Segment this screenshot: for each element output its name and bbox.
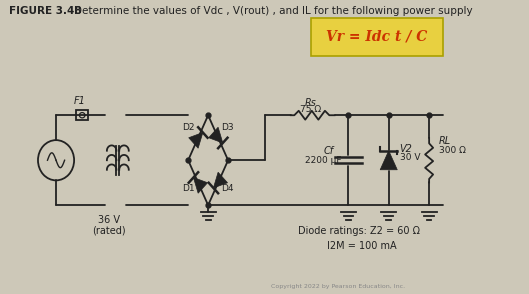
Text: 36 V: 36 V: [98, 215, 120, 225]
Text: F1: F1: [74, 96, 86, 106]
Text: 2200 μF: 2200 μF: [305, 156, 342, 166]
Text: Rs: Rs: [304, 98, 316, 108]
Polygon shape: [189, 133, 203, 148]
Text: Determine the values of Vdc , V(rout) , and IL for the following power supply: Determine the values of Vdc , V(rout) , …: [74, 6, 472, 16]
Polygon shape: [380, 151, 397, 170]
Text: Vr = Idc t / C: Vr = Idc t / C: [326, 30, 427, 44]
Text: FIGURE 3.48: FIGURE 3.48: [8, 6, 81, 16]
Polygon shape: [213, 172, 227, 188]
Text: Diode ratings: Z2 = 60 Ω: Diode ratings: Z2 = 60 Ω: [298, 226, 421, 236]
Text: 75 Ω: 75 Ω: [300, 105, 321, 113]
Text: D2: D2: [183, 123, 195, 132]
Polygon shape: [194, 178, 207, 193]
Text: D4: D4: [221, 184, 234, 193]
Text: RL: RL: [439, 136, 451, 146]
Text: Copyright 2022 by Pearson Education, Inc.: Copyright 2022 by Pearson Education, Inc…: [271, 284, 405, 289]
Text: (rated): (rated): [93, 225, 126, 235]
Text: D1: D1: [183, 184, 195, 193]
Text: Cf: Cf: [323, 146, 333, 156]
Polygon shape: [209, 127, 223, 143]
Text: D3: D3: [221, 123, 234, 132]
Text: 300 Ω: 300 Ω: [439, 146, 466, 155]
Text: V2: V2: [399, 144, 413, 154]
Text: 30 V: 30 V: [399, 153, 420, 162]
Text: I2M = 100 mA: I2M = 100 mA: [327, 241, 397, 251]
FancyBboxPatch shape: [311, 18, 443, 56]
